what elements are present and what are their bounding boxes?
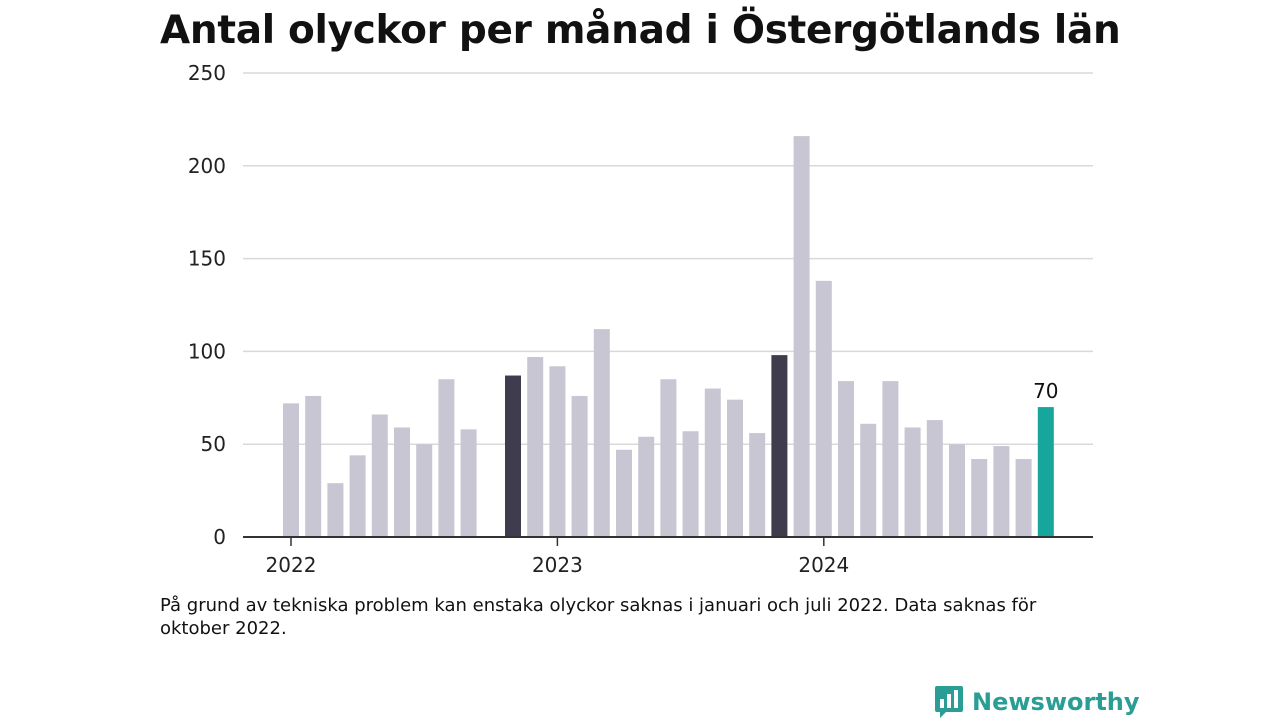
x-axis-tick-labels: 2022 2023 2024 xyxy=(266,537,849,577)
bar: 2022-09: 58 xyxy=(460,429,477,537)
bars: 2022-01: 72 2022-02: 76 2022-03: 29 2022-04… xyxy=(283,136,1054,537)
bar: 2022-07: 50 xyxy=(416,444,433,537)
bar: 2022-04: 44 xyxy=(349,455,366,537)
x-tick-label: 2022 xyxy=(266,553,317,577)
footnote: På grund av tekniska problem kan enstaka… xyxy=(160,595,1037,639)
bar: 2023-01: 92 xyxy=(549,366,566,537)
x-tick-label: 2024 xyxy=(798,553,849,577)
bar-chart-speech-bubble-icon xyxy=(935,686,963,718)
bar: 2024-04: 84 xyxy=(882,381,899,537)
y-tick-label: 200 xyxy=(188,154,226,178)
y-tick-label: 50 xyxy=(201,432,226,456)
bar: 2024-08: 42 xyxy=(971,459,988,537)
bar: 2023-09: 74 xyxy=(727,399,743,537)
data-label: 70 xyxy=(1033,379,1058,403)
bar: 2022-12: 97 xyxy=(527,356,544,537)
bar: 2023-12: 216 xyxy=(793,136,810,537)
bar: 2024-07: 50 xyxy=(949,444,965,537)
bar: 2024-06: 63 xyxy=(926,420,943,537)
bar: 2022-03: 29 xyxy=(327,483,344,537)
bar: 2023-04: 47 xyxy=(616,449,632,537)
bar: 2024-11: 70 xyxy=(1037,407,1054,537)
bar: 2024-03: 61 xyxy=(860,423,877,537)
y-axis-tick-labels: 0 50 100 150 200 250 xyxy=(188,61,226,549)
bar: 2022-02: 76 xyxy=(305,395,322,537)
y-tick-label: 0 xyxy=(213,525,226,549)
bar: 2022-06: 59 xyxy=(394,427,410,537)
y-tick-label: 150 xyxy=(188,247,226,271)
y-tick-label: 100 xyxy=(188,339,226,363)
bar: 2022-01: 72 xyxy=(283,403,299,537)
data-labels: 70 xyxy=(1033,379,1058,403)
bar: 2024-05: 59 xyxy=(904,427,921,537)
brand-name: Newsworthy xyxy=(972,688,1140,716)
bar: 2022-05: 66 xyxy=(371,414,388,537)
bar: 2022-08: 85 xyxy=(438,379,455,537)
bar: 2023-03: 112 xyxy=(593,329,610,537)
x-tick-label: 2023 xyxy=(532,553,583,577)
y-tick-label: 250 xyxy=(188,61,226,85)
bar: 2023-07: 57 xyxy=(682,431,699,537)
bar: 2024-09: 49 xyxy=(993,446,1010,537)
bar: 2024-01: 138 xyxy=(815,280,832,537)
bar: 2023-10: 56 xyxy=(749,433,766,537)
bar: 2022-11: 87 xyxy=(505,375,521,537)
bar: 2024-10: 42 xyxy=(1015,459,1032,537)
bar: 2023-06: 85 xyxy=(660,379,677,537)
bar: 2023-05: 54 xyxy=(638,436,655,537)
bar: 2024-02: 84 xyxy=(838,381,854,537)
brand-logo: Newsworthy xyxy=(934,684,1140,720)
bar: 2023-08: 80 xyxy=(704,388,721,537)
bar: 2023-02: 76 xyxy=(571,395,588,537)
bar: 2023-11: 98 xyxy=(771,355,788,537)
chart-title: Antal olyckor per månad i Östergötlands … xyxy=(160,8,1121,53)
